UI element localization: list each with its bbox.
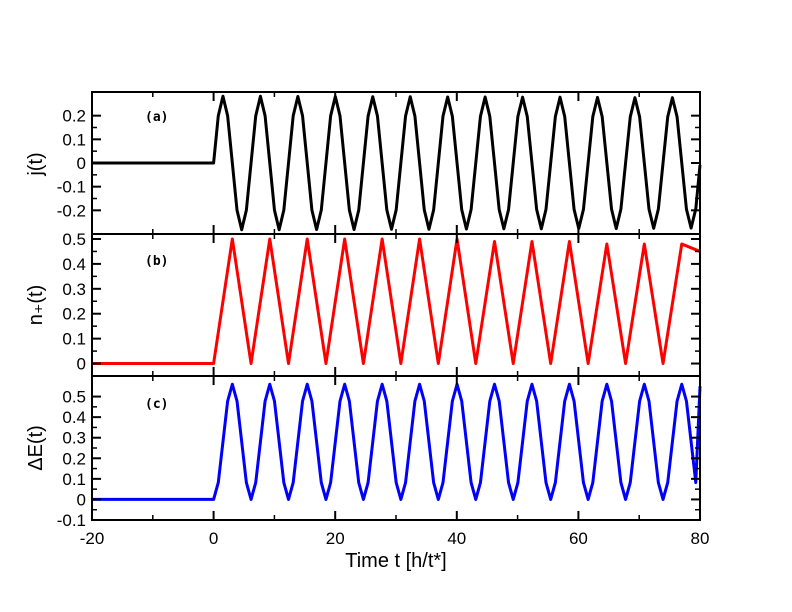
panel-b-ytick-label: 0.1 — [62, 330, 86, 349]
panel-c-xtick-label: 40 — [447, 529, 466, 548]
panel-c-xtick-label: 20 — [326, 529, 345, 548]
panel-c-ylabel: ΔE(t) — [25, 425, 47, 471]
panel-c-ytick-label: 0.4 — [62, 408, 86, 427]
panel-c-label: (c) — [145, 397, 168, 412]
panel-c-ytick-label: 0.2 — [62, 449, 86, 468]
panel-b-ytick-label: 0 — [77, 355, 86, 374]
panel-c-xtick-label: -20 — [80, 529, 105, 548]
panel-a-series-line-0 — [92, 94, 702, 232]
panel-a-ylabel: j(t) — [25, 152, 47, 176]
panel-c-ytick-label: 0.5 — [62, 388, 86, 407]
panel-a-label: (a) — [145, 110, 168, 125]
panel-c-xtick-label: 80 — [691, 529, 710, 548]
x-axis-title: Time t [h/t*] — [345, 550, 447, 572]
panel-c-ytick-label: -0.1 — [57, 511, 86, 530]
panel-b-ytick-label: 0.5 — [62, 230, 86, 249]
panel-a-ytick-label: -0.2 — [57, 201, 86, 220]
panel-b-ylabel: n₊(t) — [25, 285, 47, 326]
panel-c-ytick-label: 0.1 — [62, 470, 86, 489]
panel-c-series-line-0 — [92, 382, 702, 501]
panel-c: (c) ΔE(t) -0.100.10.20.30.40.5-20 0 20 40 60… — [25, 375, 710, 548]
panel-a-ytick-label: 0 — [77, 154, 86, 173]
panel-b-ytick-label: 0.2 — [62, 305, 86, 324]
panel-b-ytick-label: 0.4 — [62, 255, 86, 274]
panel-a-ytick-label: 0.2 — [62, 107, 86, 126]
panel-c-ytick-label: 0 — [77, 490, 86, 509]
panel-a-ytick-label: 0.1 — [62, 130, 86, 149]
panel-b-series-line-0 — [92, 237, 701, 366]
panel-c-ytick-label: 0.3 — [62, 429, 86, 448]
panel-c-xtick-label: 60 — [569, 529, 588, 548]
panel-c-xtick-label: 0 — [209, 529, 218, 548]
panel-b-label: (b) — [145, 254, 168, 269]
panel-b-ytick-label: 0.3 — [62, 280, 86, 299]
panel-a-ytick-label: -0.1 — [57, 178, 86, 197]
